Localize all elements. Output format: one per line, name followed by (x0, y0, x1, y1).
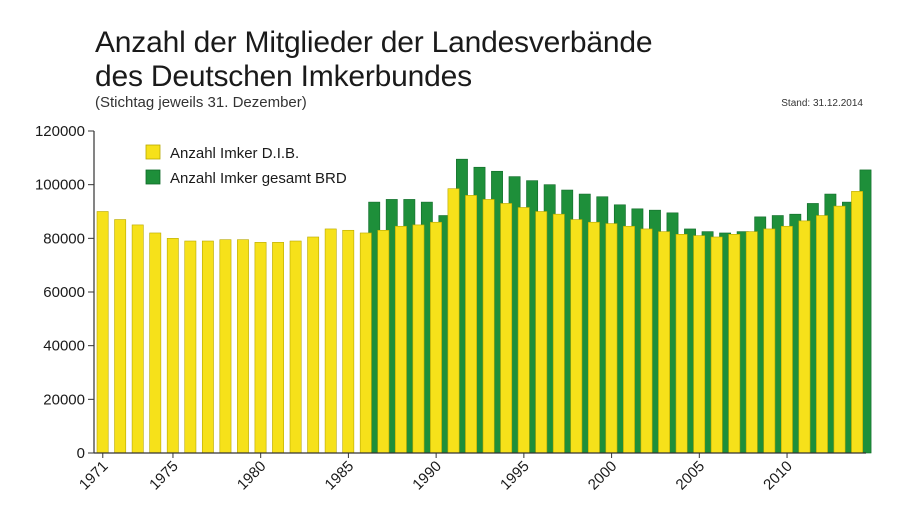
bar-dib (430, 221, 442, 454)
legend-label: Anzahl Imker D.I.B. (170, 145, 299, 162)
y-tick-label: 20000 (43, 391, 85, 408)
y-tick-label: 100000 (35, 177, 85, 194)
chart-title-line2: des Deutschen Imkerbundes (95, 60, 472, 93)
bar-dib (816, 215, 828, 454)
chart-title-line1: Anzahl der Mitglieder der Landesverbände (95, 26, 653, 59)
bar-dib (307, 236, 320, 454)
bar-dib (114, 219, 127, 454)
bar-dib (552, 213, 565, 454)
bar-dib (763, 228, 776, 454)
bar-dib (131, 224, 144, 454)
bar-dib (394, 225, 407, 454)
stand-date: Stand: 31.12.2014 (781, 98, 863, 109)
bar-dib (254, 242, 267, 454)
legend-label: Anzahl Imker gesamt BRD (170, 170, 347, 187)
bar-dib (324, 228, 337, 454)
bar-dib (780, 225, 793, 454)
bar-dib (359, 232, 372, 454)
bar-dib (745, 231, 758, 454)
bar-dib (640, 228, 653, 454)
bar-dib (675, 234, 688, 454)
legend-swatch (145, 144, 161, 160)
x-tick-label: 1980 (234, 458, 270, 494)
bar-dib (482, 199, 495, 454)
bar-dib (798, 220, 811, 454)
bar-dib (535, 211, 548, 454)
x-tick-label: 1985 (322, 458, 358, 494)
bar-dib (219, 239, 232, 454)
x-tick-label: 2010 (760, 458, 796, 494)
x-tick-label: 1971 (76, 458, 112, 494)
bar-dib (96, 211, 109, 454)
bar-dib (201, 240, 214, 454)
bar-dib (272, 242, 284, 454)
chart-title: Anzahl der Mitglieder der Landesverbände… (95, 26, 653, 94)
y-tick-label: 80000 (43, 230, 85, 247)
bar-dib (149, 232, 162, 454)
bar-dib (166, 238, 179, 454)
y-tick-label: 60000 (43, 284, 85, 301)
bar-dib (570, 219, 583, 454)
x-tick-label: 2005 (673, 458, 709, 494)
bar-dib (447, 188, 460, 454)
bar-dib (728, 234, 741, 454)
chart-subtitle: (Stichtag jeweils 31. Dezember) (95, 94, 307, 111)
bar-dib (184, 240, 197, 454)
bar-dib (623, 225, 635, 454)
bar-dib (377, 229, 390, 454)
bar-dib (500, 203, 513, 454)
x-tick-label: 2000 (585, 458, 621, 494)
bar-dib (693, 235, 706, 454)
y-tick-label: 120000 (35, 123, 85, 140)
bar-dib (833, 205, 846, 454)
x-tick-label: 1975 (146, 458, 182, 494)
bar-dib (605, 223, 618, 454)
bar-dib (658, 231, 670, 454)
bar-dib (412, 224, 425, 454)
bar-dib (342, 229, 355, 454)
bar-dib (587, 221, 600, 454)
x-tick-label: 1995 (497, 458, 533, 494)
bar-dib (465, 195, 477, 454)
x-tick-label: 1990 (409, 458, 445, 494)
bar-dib (237, 239, 249, 454)
bar-dib (289, 240, 302, 454)
bar-dib (851, 191, 863, 454)
bar-dib (517, 207, 530, 454)
legend-swatch (145, 169, 161, 185)
y-tick-label: 0 (77, 445, 85, 462)
y-tick-label: 40000 (43, 338, 85, 355)
bar-dib (710, 236, 723, 454)
